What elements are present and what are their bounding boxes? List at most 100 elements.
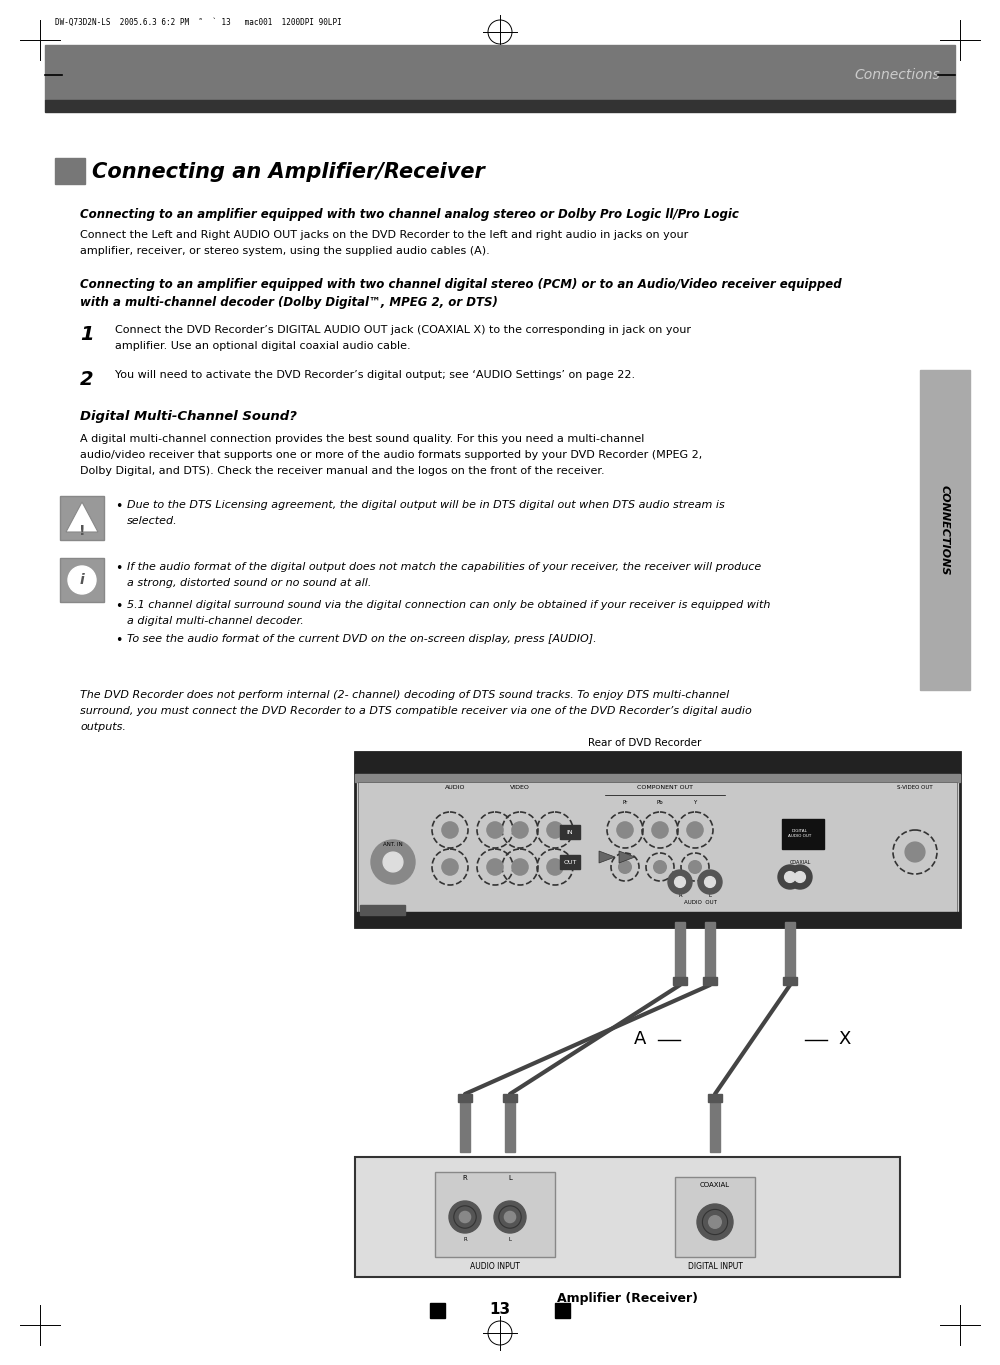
Text: L: L [508, 1175, 512, 1181]
Circle shape [675, 876, 685, 887]
Bar [55, 158, 85, 184]
Text: Digital Multi-Channel Sound?: Digital Multi-Channel Sound? [80, 410, 297, 423]
Bar [355, 752, 960, 774]
Text: The DVD Recorder does not perform internal (2- channel) decoding of DTS sound tr: The DVD Recorder does not perform intern… [80, 689, 729, 700]
Circle shape [494, 1201, 526, 1233]
Text: 5.1 channel digital surround sound via the digital connection can only be obtain: 5.1 channel digital surround sound via t… [127, 601, 770, 610]
Bar [458, 1093, 472, 1102]
Bar [45, 100, 955, 112]
Bar [782, 819, 824, 849]
Circle shape [487, 859, 503, 875]
Text: 2: 2 [80, 370, 94, 389]
Text: surround, you must connect the DVD Recorder to a DTS compatible receiver via one: surround, you must connect the DVD Recor… [80, 706, 752, 717]
Polygon shape [66, 502, 98, 532]
Bar [675, 1177, 755, 1257]
Text: Dolby Digital, and DTS). Check the receiver manual and the logos on the front of: Dolby Digital, and DTS). Check the recei… [80, 465, 605, 476]
Bar [60, 558, 104, 602]
Text: !: ! [79, 524, 85, 538]
Text: AUDIO INPUT: AUDIO INPUT [470, 1263, 520, 1271]
Bar [358, 782, 957, 912]
Bar [503, 1093, 517, 1102]
Text: 1: 1 [80, 325, 94, 344]
Circle shape [442, 822, 458, 838]
Text: A digital multi-channel connection provides the best sound quality. For this you: A digital multi-channel connection provi… [80, 434, 644, 444]
Text: audio/video receiver that supports one or more of the audio formats supported by: audio/video receiver that supports one o… [80, 450, 702, 460]
Bar [430, 1304, 445, 1319]
Circle shape [709, 1216, 721, 1228]
Text: S-VIDEO OUT: S-VIDEO OUT [897, 785, 933, 790]
Text: Connect the DVD Recorder’s DIGITAL AUDIO OUT jack (COAXIAL X) to the correspondi: Connect the DVD Recorder’s DIGITAL AUDIO… [115, 325, 691, 334]
Text: VIDEO: VIDEO [510, 785, 530, 790]
Text: Pr: Pr [622, 800, 628, 805]
Text: DIGITAL INPUT: DIGITAL INPUT [688, 1263, 742, 1271]
Bar [435, 1173, 555, 1257]
Text: L: L [708, 893, 712, 898]
Circle shape [687, 822, 703, 838]
Bar [560, 854, 580, 870]
Text: Connecting to an amplifier equipped with two channel analog stereo or Dolby Pro : Connecting to an amplifier equipped with… [80, 207, 739, 221]
Polygon shape [599, 850, 615, 863]
Text: outputs.: outputs. [80, 722, 126, 732]
Text: Connecting to an amplifier equipped with two channel digital stereo (PCM) or to : Connecting to an amplifier equipped with… [80, 278, 842, 291]
Bar [355, 1158, 900, 1278]
Bar [60, 495, 104, 541]
Bar [355, 774, 960, 782]
Text: X: X [839, 1031, 851, 1048]
Bar [785, 921, 795, 977]
Circle shape [778, 865, 802, 889]
Circle shape [698, 870, 722, 894]
Circle shape [652, 822, 668, 838]
Text: Pb: Pb [657, 800, 663, 805]
Text: R: R [463, 1175, 467, 1181]
Text: COMPONENT OUT: COMPONENT OUT [637, 785, 693, 790]
Text: 13: 13 [489, 1302, 511, 1317]
Text: DW-Q73D2N-LS  2005.6.3 6:2 PM  ˜  ` 13   mac001  1200DPI 90LPI: DW-Q73D2N-LS 2005.6.3 6:2 PM ˜ ` 13 mac0… [55, 18, 342, 27]
Text: DIGITAL
AUDIO OUT: DIGITAL AUDIO OUT [788, 829, 812, 838]
Text: Y: Y [693, 800, 697, 805]
Bar [673, 977, 687, 986]
Text: amplifier, receiver, or stereo system, using the supplied audio cables (A).: amplifier, receiver, or stereo system, u… [80, 246, 490, 257]
Circle shape [654, 861, 666, 874]
Circle shape [705, 876, 715, 887]
Circle shape [487, 822, 503, 838]
Circle shape [442, 859, 458, 875]
Text: COAXIAL: COAXIAL [700, 1182, 730, 1188]
Text: R: R [678, 893, 682, 898]
Bar [360, 905, 405, 915]
Text: A: A [634, 1031, 646, 1048]
Bar [555, 1304, 570, 1319]
Polygon shape [619, 850, 635, 863]
Circle shape [383, 852, 403, 872]
Circle shape [668, 870, 692, 894]
Bar [460, 1102, 470, 1152]
Circle shape [697, 1204, 733, 1239]
Circle shape [689, 861, 701, 874]
Text: i: i [80, 573, 84, 587]
Text: IN: IN [567, 830, 573, 834]
Bar [560, 824, 580, 839]
Bar [45, 45, 955, 100]
Circle shape [449, 1201, 481, 1233]
Text: •: • [115, 500, 122, 513]
Text: AUDIO: AUDIO [445, 785, 465, 790]
Text: •: • [115, 633, 122, 647]
Circle shape [619, 861, 631, 874]
Text: R: R [463, 1237, 467, 1242]
Circle shape [512, 822, 528, 838]
Text: a strong, distorted sound or no sound at all.: a strong, distorted sound or no sound at… [127, 577, 371, 588]
Text: •: • [115, 562, 122, 575]
Circle shape [371, 839, 415, 885]
Circle shape [459, 1211, 471, 1223]
Bar [355, 752, 960, 927]
Text: Connections: Connections [854, 68, 940, 82]
Text: a digital multi-channel decoder.: a digital multi-channel decoder. [127, 616, 304, 627]
Text: Due to the DTS Licensing agreement, the digital output will be in DTS digital ou: Due to the DTS Licensing agreement, the … [127, 500, 725, 511]
Text: ANT. IN: ANT. IN [383, 842, 403, 848]
Text: Amplifier (Receiver): Amplifier (Receiver) [557, 1293, 698, 1305]
Text: OUT: OUT [563, 860, 577, 864]
Circle shape [785, 872, 795, 882]
Circle shape [547, 859, 563, 875]
Text: L: L [509, 1237, 512, 1242]
Text: CONNECTIONS: CONNECTIONS [940, 485, 950, 575]
Bar [783, 977, 797, 986]
